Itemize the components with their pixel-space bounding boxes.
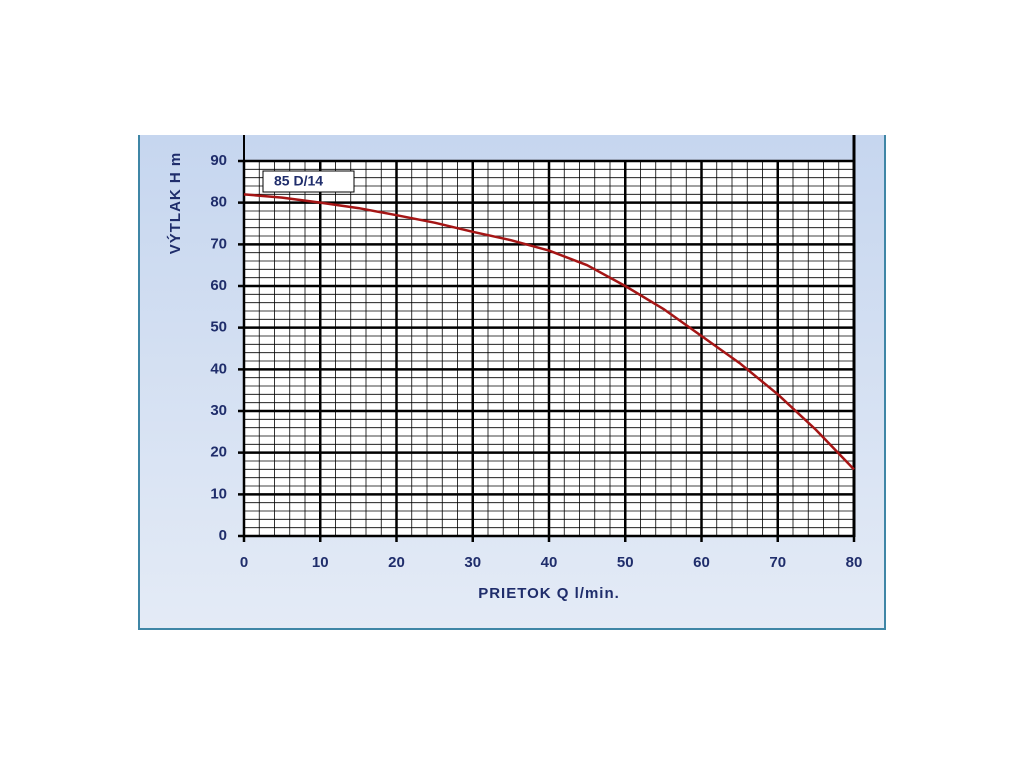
y-tick-label: 30 [210,402,227,419]
x-tick-label: 80 [846,554,863,571]
y-tick-label: 40 [210,360,227,377]
y-axis-title: VÝTLAK H m [166,152,184,255]
y-tick-label: 70 [210,235,227,252]
y-tick-label: 90 [210,152,227,169]
y-tick-label: 20 [210,444,227,461]
curve-label: 85 D/14 [274,173,323,189]
panel-border [138,135,886,630]
y-tick-label: 10 [210,485,227,502]
label-box [262,170,355,193]
x-tick-label: 10 [312,554,329,571]
y-tick-label: 80 [210,194,227,211]
x-tick-label: 40 [541,554,558,571]
x-tick-label: 70 [769,554,786,571]
x-tick-label: 60 [693,554,710,571]
x-tick-label: 0 [240,554,248,571]
pump-curve [243,193,855,471]
x-axis-title: PRIETOK Q l/min. [478,585,620,602]
x-tick-label: 30 [464,554,481,571]
x-tick-label: 20 [388,554,405,571]
x-tick-label: 50 [617,554,634,571]
y-tick-label: 50 [210,319,227,336]
y-tick-label: 60 [210,277,227,294]
y-tick-label: 0 [219,527,227,544]
